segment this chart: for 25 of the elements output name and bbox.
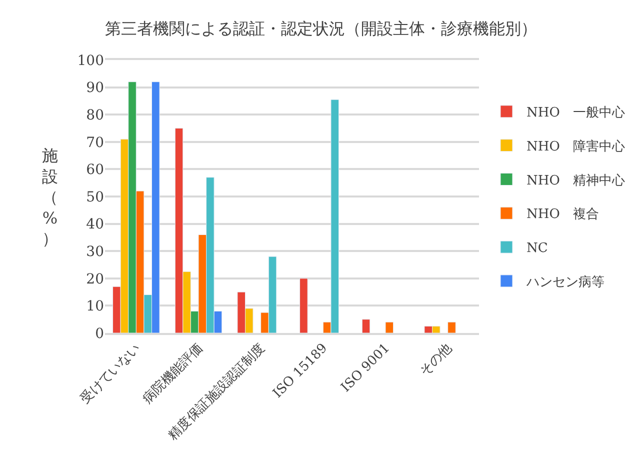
y-axis-title: 施設（%） [42, 146, 58, 248]
y-tick-label: 90 [86, 80, 104, 96]
y-tick-label: 60 [86, 162, 104, 178]
y-tick-label: 0 [95, 326, 104, 342]
y-tick-label: 70 [86, 134, 104, 151]
y-tick-label: 20 [86, 271, 104, 288]
bar [385, 322, 394, 333]
legend-label: ハンセン病等 [525, 275, 604, 290]
legend-label: NHO 障害中心 [526, 138, 625, 154]
chart-title: 第三者機関による認証・認定状況（開設主体・診療機能別） [105, 18, 537, 38]
legend-label: NC [526, 241, 548, 256]
y-tick-label: 100 [77, 52, 104, 69]
y-tick-label: 30 [86, 244, 104, 260]
y-tick-label: 10 [86, 298, 104, 315]
bar [448, 322, 456, 333]
legend-label: NHO 複合 [526, 207, 599, 222]
bar [362, 319, 370, 333]
y-tick-label: 50 [86, 189, 104, 206]
x-tick-label: その他 [417, 340, 456, 380]
legend-label: NHO 精神中心 [526, 172, 625, 188]
legend-label: NHO 一般中心 [526, 104, 625, 121]
bar [300, 278, 308, 333]
y-tick-label: 40 [86, 216, 104, 233]
y-tick-label: 80 [86, 108, 104, 124]
x-tick-label: 受けていない [78, 340, 144, 407]
